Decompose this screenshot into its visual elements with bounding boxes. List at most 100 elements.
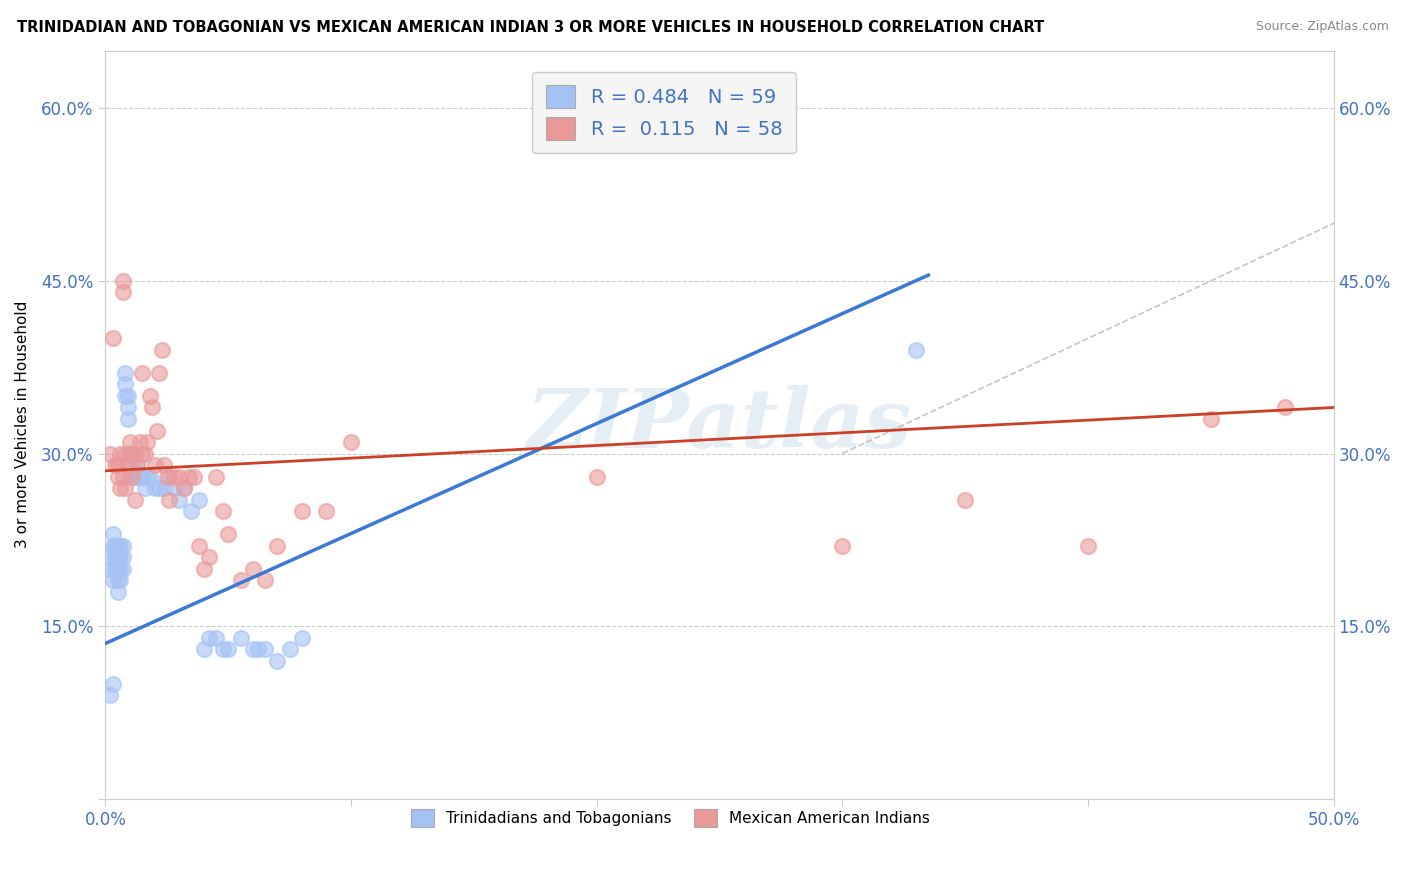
Point: [205, 631, 228, 645]
Point: [138, 469, 160, 483]
Point: [138, 389, 160, 403]
Point: [266, 539, 288, 553]
Point: [193, 561, 215, 575]
Point: [111, 539, 134, 553]
Point: [107, 458, 129, 472]
Point: [127, 458, 149, 472]
Point: [254, 573, 277, 587]
Point: [212, 642, 235, 657]
Point: [118, 435, 141, 450]
Point: [108, 446, 131, 460]
Y-axis label: 3 or more Vehicles in Household: 3 or more Vehicles in Household: [15, 301, 30, 549]
Point: [141, 401, 163, 415]
Point: [242, 561, 264, 575]
Point: [180, 504, 202, 518]
Point: [167, 492, 190, 507]
Point: [136, 435, 159, 450]
Point: [134, 481, 156, 495]
Point: [127, 458, 149, 472]
Point: [117, 401, 139, 415]
Point: [315, 504, 337, 518]
Point: [197, 550, 219, 565]
Point: [108, 550, 131, 565]
Point: [111, 550, 134, 565]
Point: [117, 458, 139, 472]
Point: [266, 654, 288, 668]
Text: ZIPatlas: ZIPatlas: [527, 384, 912, 465]
Point: [831, 539, 853, 553]
Text: Source: ZipAtlas.com: Source: ZipAtlas.com: [1256, 20, 1389, 33]
Point: [187, 492, 209, 507]
Point: [107, 458, 129, 472]
Point: [156, 469, 179, 483]
Point: [118, 469, 141, 483]
Point: [163, 469, 186, 483]
Point: [108, 573, 131, 587]
Point: [1274, 401, 1296, 415]
Point: [124, 446, 146, 460]
Point: [128, 469, 150, 483]
Point: [101, 331, 124, 345]
Point: [167, 469, 190, 483]
Point: [197, 631, 219, 645]
Point: [150, 343, 173, 357]
Point: [108, 481, 131, 495]
Point: [212, 504, 235, 518]
Point: [107, 573, 129, 587]
Point: [183, 469, 205, 483]
Point: [246, 642, 269, 657]
Legend: Trinidadians and Tobagonians, Mexican American Indians: Trinidadians and Tobagonians, Mexican Am…: [402, 800, 939, 836]
Point: [111, 285, 134, 300]
Point: [101, 527, 124, 541]
Point: [114, 389, 136, 403]
Point: [173, 481, 195, 495]
Point: [157, 469, 180, 483]
Point: [107, 539, 129, 553]
Point: [98, 446, 121, 460]
Point: [117, 412, 139, 426]
Point: [278, 642, 301, 657]
Point: [101, 677, 124, 691]
Point: [107, 561, 129, 575]
Point: [143, 458, 166, 472]
Point: [131, 446, 153, 460]
Point: [117, 389, 139, 403]
Text: TRINIDADIAN AND TOBAGONIAN VS MEXICAN AMERICAN INDIAN 3 OR MORE VEHICLES IN HOUS: TRINIDADIAN AND TOBAGONIAN VS MEXICAN AM…: [17, 20, 1045, 35]
Point: [107, 550, 129, 565]
Point: [254, 642, 277, 657]
Point: [124, 492, 146, 507]
Point: [953, 492, 976, 507]
Point: [108, 561, 131, 575]
Point: [121, 458, 143, 472]
Point: [98, 688, 121, 702]
Point: [131, 366, 153, 380]
Point: [242, 642, 264, 657]
Point: [193, 642, 215, 657]
Point: [107, 469, 129, 483]
Point: [107, 584, 129, 599]
Point: [217, 642, 239, 657]
Point: [217, 527, 239, 541]
Point: [101, 539, 124, 553]
Point: [229, 573, 252, 587]
Point: [98, 550, 121, 565]
Point: [111, 274, 134, 288]
Point: [104, 458, 127, 472]
Point: [104, 561, 127, 575]
Point: [153, 481, 176, 495]
Point: [114, 446, 136, 460]
Point: [136, 469, 159, 483]
Point: [157, 492, 180, 507]
Point: [98, 561, 121, 575]
Point: [104, 539, 127, 553]
Point: [143, 481, 166, 495]
Point: [146, 424, 169, 438]
Point: [104, 550, 127, 565]
Point: [101, 573, 124, 587]
Point: [905, 343, 928, 357]
Point: [111, 469, 134, 483]
Point: [148, 481, 170, 495]
Point: [124, 469, 146, 483]
Point: [291, 504, 314, 518]
Point: [187, 539, 209, 553]
